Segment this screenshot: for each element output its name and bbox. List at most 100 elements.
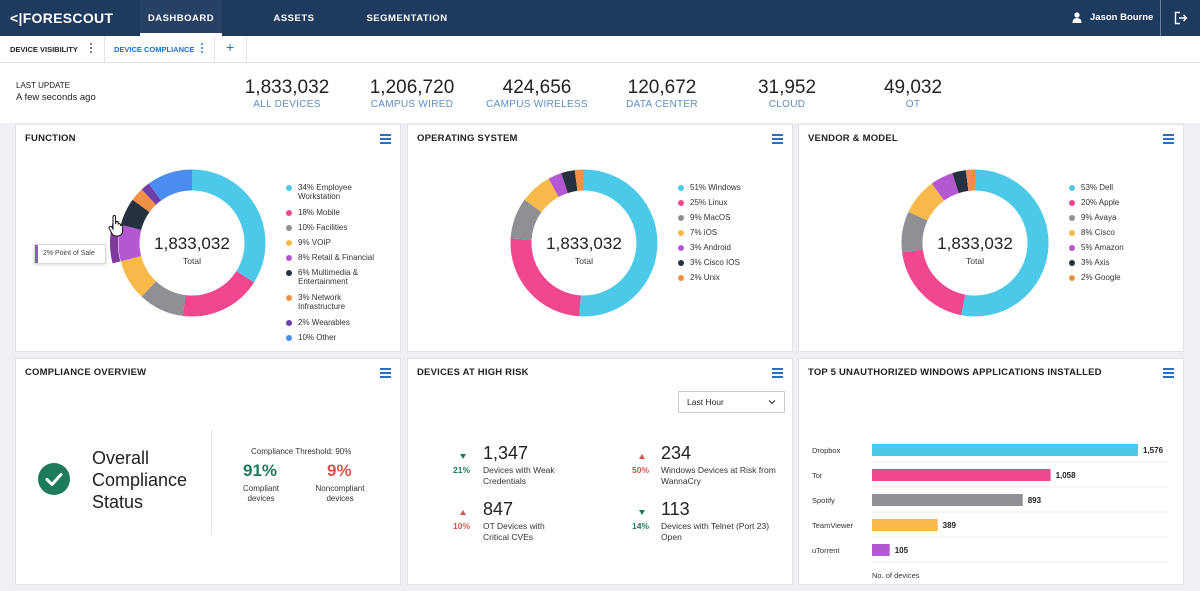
card-menu-icon[interactable] <box>772 134 783 144</box>
card-menu-icon[interactable] <box>380 368 391 378</box>
card-menu-icon[interactable] <box>380 134 391 144</box>
tab-options-icon[interactable] <box>200 43 204 55</box>
stat-value: 1,206,720 <box>369 77 455 98</box>
donut-slice[interactable] <box>965 169 976 191</box>
legend-color-dot <box>286 334 292 341</box>
legend-label: 9% VOIP <box>298 238 331 247</box>
stat-cloud[interactable]: 31,952 CLOUD <box>717 77 857 110</box>
stat-ot[interactable]: 49,032 OT <box>843 77 983 110</box>
donut-slice[interactable] <box>931 173 960 201</box>
legend-color-dot <box>286 224 292 231</box>
top-apps-card: TOP 5 UNAUTHORIZED WINDOWS APPLICATIONS … <box>798 358 1184 585</box>
legend-label: 3% Axis <box>1081 258 1110 267</box>
donut-slice[interactable] <box>118 224 142 262</box>
stat-campus-wireless[interactable]: 424,656 CAMPUS WIRELESS <box>467 77 607 110</box>
donut-slice[interactable] <box>141 183 162 205</box>
donut-slice[interactable] <box>524 178 560 213</box>
bar-category-label: Spotify <box>812 496 835 505</box>
legend-label: 3% Cisco IOS <box>690 258 740 267</box>
donut-slice[interactable] <box>510 238 582 317</box>
x-axis-label: No. of devices <box>872 571 920 580</box>
trend-up-icon <box>460 510 466 515</box>
card-title: COMPLIANCE OVERVIEW <box>25 367 147 378</box>
card-menu-icon[interactable] <box>1163 368 1174 378</box>
vendor-model-card: VENDOR & MODEL 1,833,032 Total 53% Dell 20… <box>798 124 1184 352</box>
risk-count[interactable]: 234 <box>661 443 692 463</box>
donut-slice[interactable] <box>182 270 255 317</box>
compliant-label: Compliant devices <box>242 484 279 503</box>
time-range-select[interactable]: Last Hour <box>678 391 785 413</box>
donut-slice[interactable] <box>148 169 193 201</box>
stat-value: 120,672 <box>627 77 697 98</box>
tab-divider <box>104 36 105 63</box>
user-icon[interactable] <box>1072 12 1082 23</box>
donut-total-value: 1,833,032 <box>937 234 1013 253</box>
donut-slice[interactable] <box>120 255 157 297</box>
bar-value-label: 1,576 <box>1143 446 1164 455</box>
bar-value-label: 893 <box>1028 496 1042 505</box>
donut-slice[interactable] <box>120 199 150 231</box>
donut-slice[interactable] <box>191 169 266 283</box>
legend-label: 6% Multimedia & Entertainment <box>298 268 359 286</box>
donut-slice[interactable] <box>548 173 569 198</box>
donut-slice[interactable] <box>561 170 578 194</box>
tooltip-color-bar <box>35 245 38 263</box>
legend-color-dot <box>678 184 684 191</box>
bar[interactable] <box>872 519 938 531</box>
nav-tab-dashboard[interactable]: DASHBOARD <box>140 0 222 36</box>
risk-count[interactable]: 1,347 <box>483 443 529 463</box>
tab-device-visibility[interactable]: DEVICE VISIBILITY <box>10 45 78 54</box>
bar[interactable] <box>872 494 1023 506</box>
function-donut-chart[interactable]: 1,833,032 Total <box>16 125 402 353</box>
legend-color-dot <box>1069 184 1075 191</box>
donut-slice[interactable] <box>579 169 658 317</box>
legend-color-dot <box>678 274 684 281</box>
card-menu-icon[interactable] <box>772 368 783 378</box>
bar[interactable] <box>872 544 890 556</box>
donut-slice[interactable] <box>961 169 1049 317</box>
legend-color-dot <box>1069 229 1075 236</box>
bar[interactable] <box>872 469 1051 481</box>
stat-all-devices[interactable]: 1,833,032 ALL DEVICES <box>217 77 357 110</box>
tab-divider <box>214 36 215 63</box>
risk-count[interactable]: 113 <box>661 499 690 519</box>
legend-label: 20% Apple <box>1081 198 1120 207</box>
stat-label: DATA CENTER <box>626 99 698 110</box>
stat-campus-wired[interactable]: 1,206,720 CAMPUS WIRED <box>342 77 482 110</box>
stat-data-center[interactable]: 120,672 DATA CENTER <box>592 77 732 110</box>
divider <box>211 429 212 535</box>
stat-value: 424,656 <box>502 77 572 98</box>
apps-bar-chart: Dropbox 1,576 Tor 1,058 Spotify 893 TeamViewer… <box>812 444 1169 580</box>
nav-tab-segmentation[interactable]: SEGMENTATION <box>366 13 448 24</box>
card-title: FUNCTION <box>25 133 76 144</box>
logo-mark: <| <box>10 10 23 26</box>
donut-slice[interactable] <box>574 169 585 191</box>
legend-color-dot <box>286 319 292 326</box>
nav-tab-assets[interactable]: ASSETS <box>273 13 315 24</box>
legend-color-dot <box>678 259 684 266</box>
user-name[interactable]: Jason Bourne <box>1090 12 1154 23</box>
stat-label: OT <box>905 99 921 110</box>
forescout-logo[interactable]: <|FORESCOUT <box>10 10 113 26</box>
logout-icon[interactable] <box>1174 11 1188 25</box>
donut-slice[interactable] <box>902 249 966 316</box>
legend-color-dot <box>286 269 292 276</box>
tab-device-compliance[interactable]: DEVICE COMPLIANCE <box>114 45 195 54</box>
bar[interactable] <box>872 444 1138 456</box>
noncompliant-percentage: 9% <box>327 461 352 480</box>
legend-label: 34% Employee Workstation <box>298 183 352 201</box>
add-tab-icon[interactable]: + <box>226 39 235 55</box>
card-menu-icon[interactable] <box>1163 134 1174 144</box>
donut-slice[interactable] <box>510 199 542 241</box>
donut-slice[interactable] <box>132 189 157 213</box>
tab-options-icon[interactable] <box>89 43 93 55</box>
checkmark-icon <box>38 463 70 495</box>
donut-slice[interactable] <box>952 170 969 194</box>
noncompliant-label: Noncompliant devices <box>315 484 365 503</box>
donut-slice[interactable] <box>908 183 945 222</box>
donut-slice[interactable] <box>141 280 186 316</box>
vendor-donut-chart[interactable]: 1,833,032 Total <box>799 125 1185 353</box>
risk-count[interactable]: 847 <box>483 499 514 519</box>
donut-slice[interactable] <box>901 211 928 253</box>
os-donut-chart[interactable]: 1,833,032 Total <box>408 125 794 353</box>
